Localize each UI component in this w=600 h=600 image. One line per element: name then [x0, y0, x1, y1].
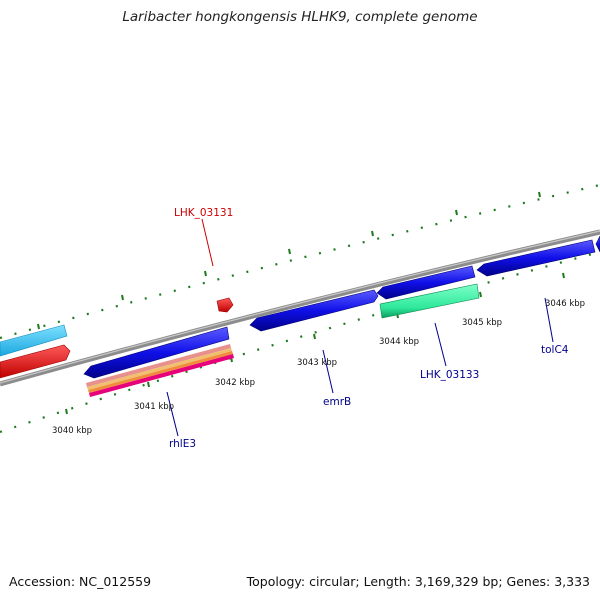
kbp-label-3043: 3043 kbp — [297, 358, 337, 368]
gene-label-rhle3[interactable]: rhlE3 — [169, 438, 196, 450]
kbp-label-3045: 3045 kbp — [462, 318, 502, 328]
kbp-label-3042: 3042 kbp — [215, 378, 255, 388]
leader-lhk03133 — [434, 322, 447, 367]
gene-feature-red-left[interactable] — [0, 344, 71, 379]
gene-feature-cyan[interactable] — [0, 324, 68, 357]
gene-label-lhk03133[interactable]: LHK_03133 — [420, 369, 479, 381]
gene-label-lhk03131[interactable]: LHK_03131 — [174, 207, 233, 219]
gene-label-tolc4[interactable]: tolC4 — [541, 344, 569, 356]
inner-tick-arc — [0, 250, 600, 434]
map-title: Laribacter hongkongensis HLHK9, complete… — [122, 9, 478, 25]
gene-feature-tolc4[interactable] — [476, 239, 596, 277]
gene-label-emrb[interactable]: emrB — [323, 396, 351, 408]
gene-feature-rhle3[interactable] — [83, 326, 230, 379]
leader-lhk03131 — [201, 218, 214, 267]
kbp-label-3040: 3040 kbp — [52, 426, 92, 436]
genome-summary-text: Topology: circular; Length: 3,169,329 bp… — [246, 574, 590, 589]
genome-backbone — [0, 229, 600, 387]
leader-rhle3 — [166, 391, 179, 437]
kbp-label-3041: 3041 kbp — [134, 402, 174, 412]
rna-feature-bands — [86, 344, 234, 397]
gene-feature-lhk03131[interactable] — [216, 297, 234, 313]
gene-feature-blue-edge[interactable] — [595, 235, 600, 253]
gene-feature-blue-2[interactable] — [376, 265, 476, 300]
kbp-label-3044: 3044 kbp — [379, 337, 419, 347]
gene-feature-emrb[interactable] — [249, 289, 379, 332]
leader-tolc4 — [544, 297, 554, 343]
kbp-label-3046: 3046 kbp — [545, 299, 585, 309]
gene-feature-lhk03133[interactable] — [379, 283, 480, 319]
accession-text: Accession: NC_012559 — [9, 574, 152, 589]
outer-tick-arc — [0, 183, 600, 340]
leader-emrb — [322, 349, 334, 394]
